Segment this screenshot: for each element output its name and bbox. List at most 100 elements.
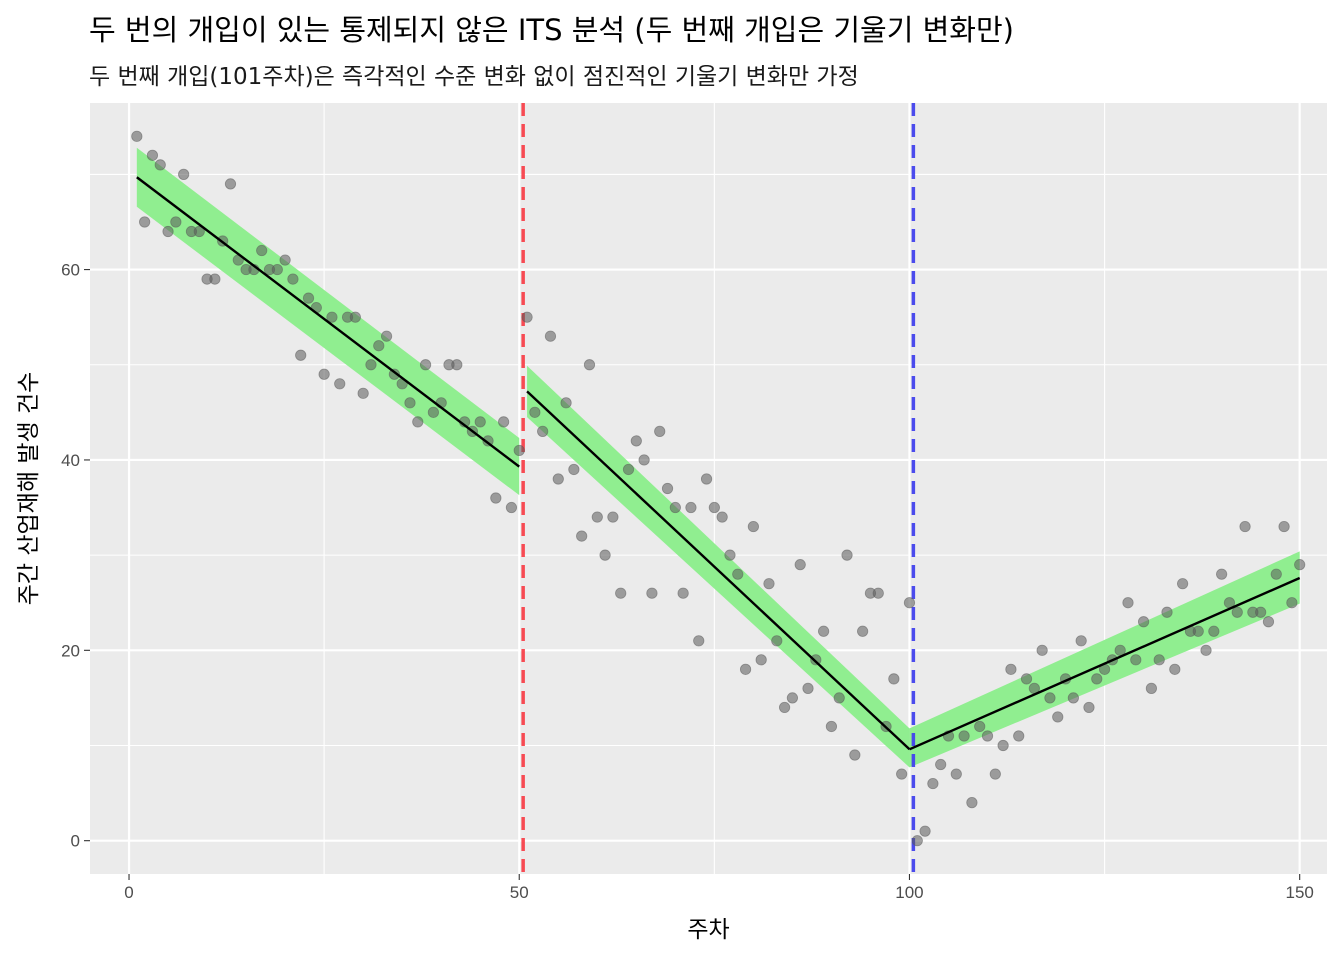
data-point <box>810 654 822 666</box>
data-point <box>630 435 642 447</box>
data-point <box>583 359 596 371</box>
data-point <box>131 130 143 142</box>
y-axis-ticks: 0 20 40 60 <box>61 261 90 851</box>
data-point <box>857 625 869 637</box>
data-point <box>326 311 338 323</box>
data-point <box>1044 692 1056 704</box>
data-point <box>1216 568 1228 580</box>
data-point <box>1052 711 1064 723</box>
data-point <box>521 311 533 323</box>
data-point <box>1145 682 1158 694</box>
data-point <box>1161 606 1173 618</box>
intervention-lines <box>521 103 916 874</box>
data-point <box>763 578 775 590</box>
data-point <box>841 549 853 561</box>
data-point <box>919 825 931 837</box>
data-point <box>1083 701 1095 714</box>
data-point <box>412 416 424 428</box>
data-point <box>1208 625 1220 637</box>
data-point <box>505 501 518 514</box>
data-point <box>622 463 635 476</box>
data-point <box>224 178 237 190</box>
data-point <box>872 587 884 599</box>
data-point <box>490 492 502 504</box>
data-point <box>677 587 689 599</box>
data-point <box>568 463 580 476</box>
plot-panel <box>90 103 1327 874</box>
x-tick-label: 0 <box>124 883 133 902</box>
data-point <box>638 454 650 466</box>
data-point <box>1278 520 1290 533</box>
data-point <box>419 359 432 371</box>
data-point <box>552 473 564 485</box>
data-points <box>131 130 1306 847</box>
data-point <box>950 768 962 780</box>
data-point <box>1262 616 1275 628</box>
data-point <box>1294 559 1306 571</box>
data-point <box>513 444 525 457</box>
data-point <box>615 587 627 599</box>
data-point <box>771 635 783 647</box>
fitted-line <box>526 390 911 751</box>
confidence-band <box>527 365 910 768</box>
data-point <box>607 511 619 523</box>
data-point <box>833 692 845 704</box>
data-point <box>732 568 744 580</box>
y-tick-label: 0 <box>71 832 80 851</box>
fitted-line <box>908 576 1301 751</box>
data-point <box>537 425 549 437</box>
data-point <box>1020 673 1033 685</box>
y-tick-label: 20 <box>61 641 80 660</box>
data-point <box>1075 635 1087 647</box>
data-point <box>786 692 798 704</box>
data-point <box>178 168 190 180</box>
data-point <box>716 511 728 523</box>
data-point <box>1067 692 1079 704</box>
data-point <box>818 625 830 637</box>
data-point <box>388 368 400 380</box>
data-point <box>318 368 330 380</box>
data-point <box>357 387 369 399</box>
data-point <box>739 663 752 675</box>
x-tick-label: 150 <box>1285 883 1313 902</box>
y-axis-title: 주간 산업재해 발생 건수 <box>16 372 42 606</box>
chart-subtitle: 두 번째 개입(101주차)은 즉각적인 수준 변화 없이 점진적인 기울기 변… <box>89 64 859 90</box>
data-point <box>256 244 268 257</box>
data-point <box>755 654 767 666</box>
data-point <box>302 292 315 304</box>
data-point <box>1286 597 1298 609</box>
data-point <box>365 359 377 371</box>
data-point <box>654 425 666 437</box>
fitted-line <box>136 176 520 468</box>
data-point <box>903 597 916 609</box>
data-point <box>911 835 923 847</box>
data-point <box>888 673 900 685</box>
data-point <box>162 225 174 238</box>
data-point <box>958 730 970 742</box>
data-point <box>170 216 182 228</box>
data-point <box>1036 644 1048 656</box>
data-point <box>1153 654 1165 666</box>
data-point <box>279 254 291 266</box>
data-point <box>747 520 759 533</box>
data-point <box>927 777 939 790</box>
fitted-lines <box>136 176 1301 751</box>
data-point <box>591 511 603 523</box>
data-point <box>724 549 736 561</box>
data-point <box>896 768 908 780</box>
data-point <box>154 159 166 171</box>
data-point <box>576 530 588 542</box>
data-point <box>966 797 978 809</box>
data-point <box>825 720 838 733</box>
data-point <box>981 730 994 742</box>
data-point <box>599 549 611 561</box>
data-point <box>193 225 205 238</box>
y-tick-label: 40 <box>61 451 80 470</box>
data-point <box>1091 673 1103 685</box>
data-point <box>427 406 439 418</box>
data-point <box>139 216 151 228</box>
data-point <box>380 330 393 342</box>
data-point <box>974 720 986 733</box>
x-axis-ticks: 0 50 100 150 <box>124 874 1314 902</box>
